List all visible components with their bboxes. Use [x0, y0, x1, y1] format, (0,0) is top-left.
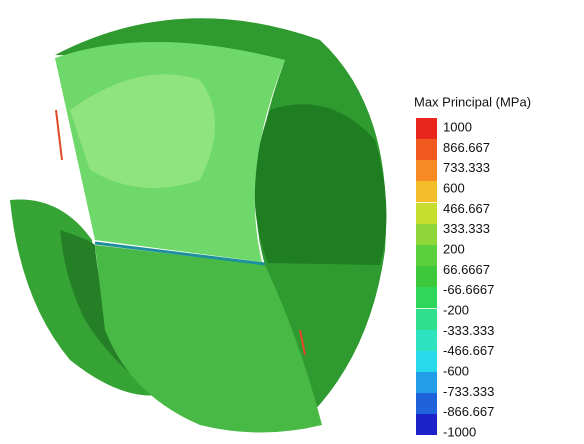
scale-band — [416, 266, 437, 287]
scale-label: -600 — [443, 363, 469, 378]
scale-label: -66.6667 — [443, 282, 494, 297]
scale-label: -200 — [443, 302, 469, 317]
scale-band — [416, 203, 437, 224]
scale-label: 600 — [443, 180, 465, 195]
scale-label: 466.667 — [443, 201, 490, 216]
scale-label: 866.667 — [443, 140, 490, 155]
scale-band — [416, 330, 437, 351]
scale-label: -466.667 — [443, 343, 494, 358]
scale-label: -733.333 — [443, 384, 494, 399]
scale-label: 333.333 — [443, 221, 490, 236]
scale-band — [416, 309, 437, 330]
scale-band — [416, 287, 437, 308]
scale-band — [416, 139, 437, 160]
scale-band — [416, 118, 437, 139]
scale-label: 733.333 — [443, 160, 490, 175]
scale-band — [416, 224, 437, 245]
scale-label: -333.333 — [443, 323, 494, 338]
scale-label: -866.667 — [443, 404, 494, 419]
scale-label: 200 — [443, 241, 465, 256]
scale-band — [416, 393, 437, 414]
drill-model — [10, 18, 386, 432]
screenshot: Max Principal (MPa) 1000 866.667 733.333 60… — [0, 0, 584, 444]
scale-band — [416, 414, 437, 435]
scale-band — [416, 245, 437, 266]
color-scale — [416, 118, 437, 435]
scene: Max Principal (MPa) 1000 866.667 733.333 60… — [0, 0, 584, 444]
scale-band — [416, 372, 437, 393]
scale-band — [416, 160, 437, 181]
scale-band — [416, 351, 437, 372]
scale-label: 66.6667 — [443, 262, 490, 277]
legend-title: Max Principal (MPa) — [414, 94, 531, 109]
scale-label: 1000 — [443, 119, 472, 134]
scale-label: -1000 — [443, 424, 476, 439]
scale-band — [416, 181, 437, 202]
